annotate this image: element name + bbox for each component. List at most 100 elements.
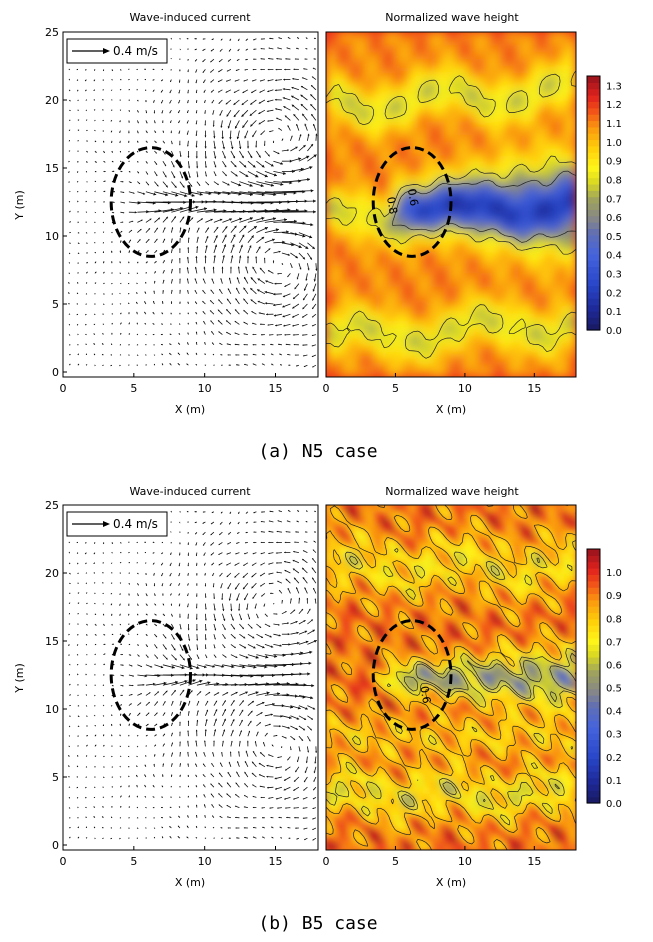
heatmap-cell xyxy=(401,66,410,74)
heatmap-cell xyxy=(436,300,445,309)
current-vector-head xyxy=(119,734,121,736)
heatmap-cell xyxy=(464,141,473,150)
heatmap-cell xyxy=(401,79,410,88)
current-vector-head xyxy=(155,152,157,154)
heatmap-cell xyxy=(568,307,576,316)
heatmap-cell xyxy=(457,183,466,192)
current-vector-head xyxy=(137,79,139,81)
current-vector-head xyxy=(227,354,229,356)
current-vector-head xyxy=(259,91,262,93)
current-vector-head xyxy=(136,765,138,767)
heatmap-cell xyxy=(506,176,514,185)
heatmap-cell xyxy=(471,162,480,171)
current-vector-head xyxy=(294,354,297,356)
heatmap-cell xyxy=(326,204,334,212)
current-vector-head xyxy=(164,175,167,178)
current-vector-head xyxy=(119,817,121,819)
heatmap-cell xyxy=(457,342,466,350)
heatmap-cell xyxy=(450,314,459,323)
y-tick-label: 15 xyxy=(45,162,59,175)
current-vector-head xyxy=(214,718,217,721)
current-vector-head xyxy=(284,115,287,118)
heatmap-cell xyxy=(422,231,431,240)
heatmap-cell xyxy=(353,217,362,226)
heatmap-cell xyxy=(471,190,480,199)
heatmap-cell xyxy=(485,86,494,95)
heatmap-cell xyxy=(374,190,383,199)
current-vector-head xyxy=(119,261,121,263)
current-vector-head xyxy=(110,119,113,122)
current-vector-head xyxy=(174,185,177,188)
heatmap-cell xyxy=(436,155,445,164)
current-vector-head xyxy=(265,280,268,283)
current-vector-head xyxy=(212,266,215,269)
heatmap-cell xyxy=(346,135,355,143)
current-vector-head xyxy=(221,266,224,269)
heatmap-cell xyxy=(492,79,501,88)
heatmap-cell xyxy=(547,369,556,377)
current-vector-head xyxy=(293,114,296,117)
heatmap-cell xyxy=(513,45,521,54)
heatmap-cell xyxy=(492,45,501,54)
heatmap-cell xyxy=(381,52,389,61)
current-vector xyxy=(239,210,268,213)
heatmap-cell xyxy=(381,210,389,219)
current-vector-head xyxy=(69,210,71,213)
heatmap-cell xyxy=(464,210,473,219)
heatmap-cell xyxy=(326,328,334,337)
heatmap-cell xyxy=(443,335,452,343)
current-vector-head xyxy=(267,154,270,157)
current-vector-head xyxy=(102,582,104,584)
heatmap-cell xyxy=(443,93,452,102)
heatmap-cell xyxy=(450,293,459,302)
heatmap-cell xyxy=(499,245,508,254)
heatmap-cell xyxy=(492,155,501,164)
heatmap-cell xyxy=(408,114,417,123)
heatmap-cell xyxy=(561,210,570,219)
heatmap-cell xyxy=(478,107,487,116)
heatmap-cell xyxy=(450,210,459,219)
current-vector-head xyxy=(145,816,147,819)
current-vector-head xyxy=(148,702,150,704)
current-vector-head xyxy=(303,365,306,367)
current-vector-head xyxy=(102,343,104,345)
heatmap-cell xyxy=(533,45,542,54)
heatmap-cell xyxy=(346,259,355,268)
heatmap-cell xyxy=(374,293,383,302)
current-vector-head xyxy=(76,541,78,544)
heatmap-cell xyxy=(429,162,438,171)
current-vector-head xyxy=(128,541,130,543)
current-vector-head xyxy=(155,635,157,638)
heatmap-cell xyxy=(568,148,576,157)
current-vector-head xyxy=(302,234,306,238)
current-vector-head xyxy=(128,344,130,346)
heatmap-cell xyxy=(492,107,501,116)
current-vector-head xyxy=(196,166,199,169)
current-vector-head xyxy=(155,163,157,165)
heatmap-cell xyxy=(381,155,389,164)
current-vector-head xyxy=(68,292,70,294)
heatmap-cell xyxy=(415,79,424,88)
heatmap-cell xyxy=(499,238,508,247)
current-vector-head xyxy=(222,609,225,611)
heatmap-cell xyxy=(374,300,383,309)
heatmap-cell xyxy=(429,86,438,95)
current-vector-head xyxy=(137,161,139,163)
heatmap-cell xyxy=(471,66,480,74)
current-vector-head xyxy=(111,633,114,635)
colorbar-tick-label: 0.1 xyxy=(606,307,622,318)
heatmap-cell xyxy=(422,100,431,109)
heatmap-cell xyxy=(533,100,542,109)
current-vector-head xyxy=(187,594,189,596)
current-vector-head xyxy=(212,113,214,115)
heatmap-cell xyxy=(394,107,403,116)
current-vector-head xyxy=(77,99,79,101)
heatmap-cell xyxy=(499,141,508,150)
heatmap-cell xyxy=(450,107,459,116)
current-vector-head xyxy=(85,364,87,366)
current-vector-head xyxy=(161,541,164,544)
current-vector-head xyxy=(195,256,198,258)
current-vector-head xyxy=(195,763,197,765)
heatmap-cell xyxy=(436,79,445,88)
current-vector-head xyxy=(211,331,213,333)
